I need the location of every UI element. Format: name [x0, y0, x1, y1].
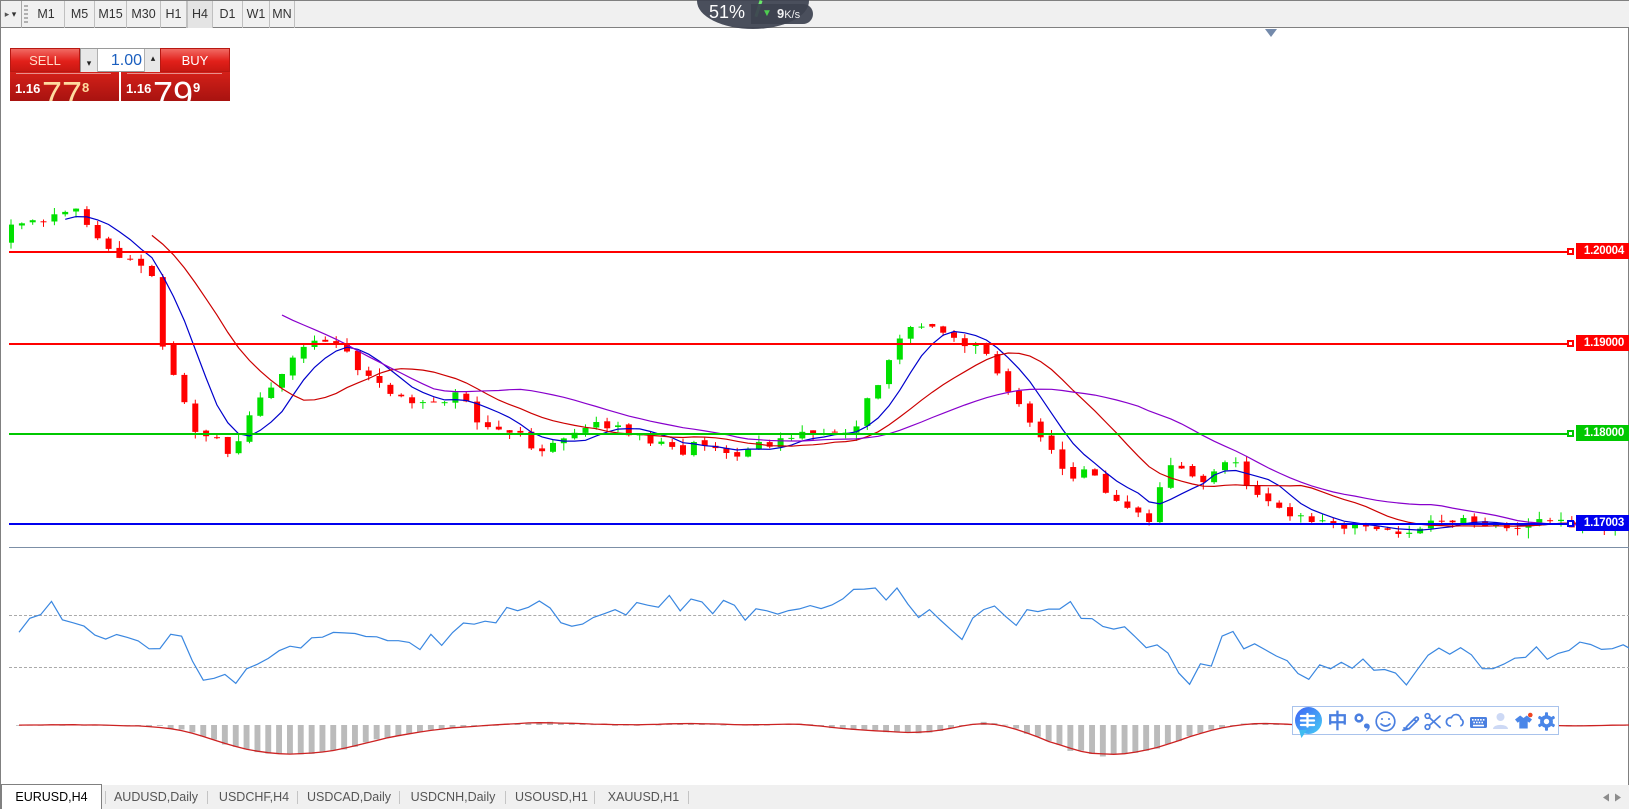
- svg-text:中: 中: [1328, 709, 1348, 733]
